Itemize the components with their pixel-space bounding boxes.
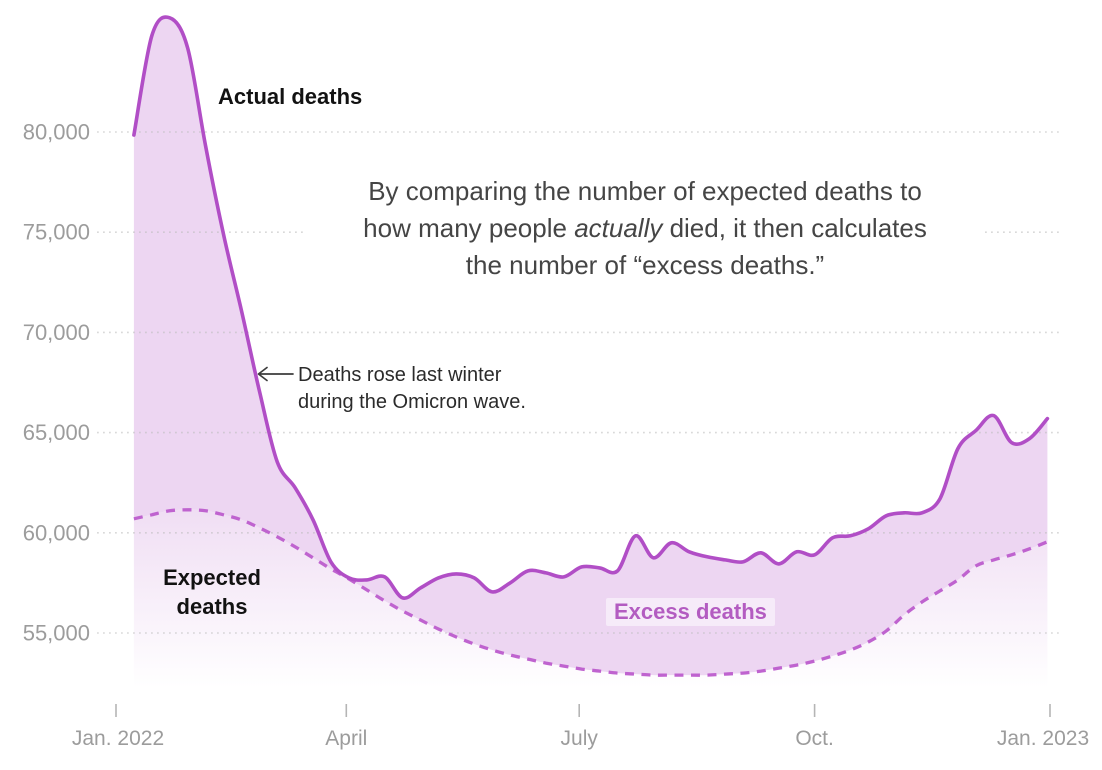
- expected-deaths-label: Expected deaths: [163, 565, 261, 619]
- y-axis-label: 80,000: [23, 120, 90, 145]
- y-axis-label: 65,000: [23, 420, 90, 445]
- y-axis-label: 55,000: [23, 621, 90, 646]
- caption-line-3: the number of “excess deaths.”: [465, 250, 825, 280]
- y-axis-label: 60,000: [23, 520, 90, 545]
- actual-deaths-line: [132, 15, 1050, 600]
- data-lines: [132, 15, 1050, 677]
- caption: By comparing the number of expected deat…: [305, 173, 985, 284]
- y-axis-label: 70,000: [23, 320, 90, 345]
- caption-line-2: how many people actually died, it then c…: [363, 213, 927, 243]
- expected-deaths-line: [133, 508, 1049, 677]
- caption-line-1: By comparing the number of expected deat…: [368, 176, 922, 206]
- x-axis-label: Oct.: [795, 727, 834, 750]
- omicron-annotation: Deaths rose last winter during the Omicr…: [298, 362, 526, 416]
- x-axis-label: July: [561, 727, 599, 750]
- omicron-annotation-line-1: Deaths rose last winter: [298, 364, 502, 386]
- actual-deaths-label: Actual deaths: [218, 84, 363, 109]
- under-expected-fill: [133, 509, 1048, 702]
- y-axis-label: 75,000: [23, 220, 90, 245]
- omicron-annotation-line-2: during the Omicron wave.: [298, 391, 526, 413]
- excess-deaths-label: Excess deaths: [606, 598, 775, 626]
- caption-italic-word: actually: [574, 213, 663, 243]
- area-fills: [133, 17, 1048, 702]
- x-axis-label: April: [325, 727, 367, 750]
- left-arrow-icon: [257, 366, 294, 382]
- axis-labels: 80,000 75,000 70,000 65,000 60,000 55,000 Jan.…: [23, 120, 1089, 751]
- x-axis-label: Jan. 2023: [997, 727, 1089, 750]
- x-axis-label: Jan. 2022: [72, 727, 164, 750]
